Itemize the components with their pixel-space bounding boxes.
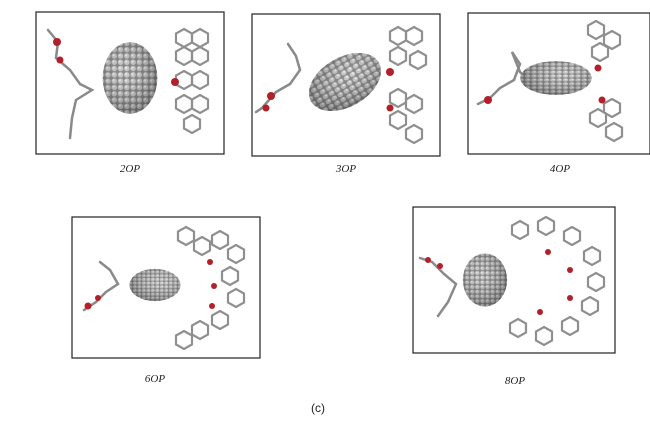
panel-label: 3OP xyxy=(335,163,356,175)
panel-8op: 8OP xyxy=(413,207,615,387)
panel-label: 2OP xyxy=(120,163,140,175)
caption: (c) xyxy=(311,401,325,415)
panel-3op: 3OP xyxy=(252,14,440,175)
panel-4op: 4OP xyxy=(468,13,650,175)
figure: 2OP 3OP 4OP 6OP xyxy=(0,0,650,421)
panel-2op: 2OP xyxy=(36,12,224,175)
panel-label: 8OP xyxy=(505,375,525,387)
panel-6op: 6OP xyxy=(72,217,260,385)
panel-label: 6OP xyxy=(145,373,165,385)
panel-label: 4OP xyxy=(550,163,570,175)
